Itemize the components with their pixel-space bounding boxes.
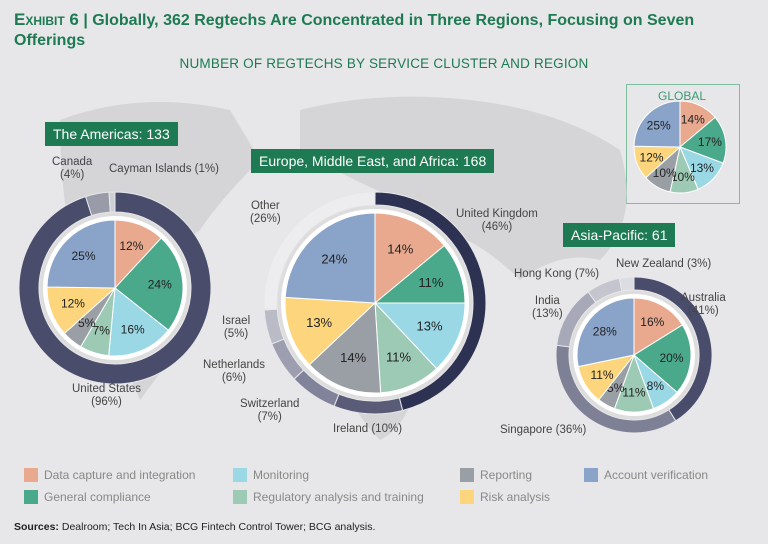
legend-swatch	[460, 468, 474, 482]
country-label: Australia (41%)	[681, 292, 726, 317]
pie-slice-label: 16%	[640, 315, 664, 329]
region-title-emea: Europe, Middle East, and Africa: 168	[251, 149, 495, 173]
sources-label: Sources:	[14, 521, 59, 533]
pie-slice-label: 11%	[418, 275, 443, 290]
legend-label: Regulatory analysis and training	[253, 490, 424, 504]
country-label: Netherlands (6%)	[203, 359, 266, 384]
pie-slice	[284, 212, 376, 304]
country-label: Singapore (36%)	[500, 424, 587, 436]
region-title-apac: Asia-Pacific: 61	[563, 223, 676, 247]
legend-label: Risk analysis	[480, 490, 551, 504]
country-label: Other (26%)	[250, 200, 281, 225]
legend-item: Reporting	[460, 468, 532, 482]
legend-label: Reporting	[480, 468, 533, 482]
country-label: United States (96%)	[72, 383, 142, 408]
pie-slice-label: 20%	[659, 351, 683, 365]
pie-slice-label: 13%	[416, 319, 442, 334]
pie-slice-label: 11%	[590, 368, 613, 382]
pie-slice-label: 25%	[647, 118, 671, 132]
pie-slice	[46, 219, 116, 289]
country-label: India (13%)	[532, 295, 563, 320]
pie-slice-label: 12%	[119, 239, 143, 253]
legend-item: Data capture and integration	[24, 468, 195, 482]
pie-slice	[576, 297, 635, 368]
pie-slice-label: 12%	[640, 151, 664, 165]
pie-slice-label: 17%	[698, 135, 722, 149]
country-ring-segment	[108, 191, 116, 213]
country-label: Israel (5%)	[222, 315, 251, 340]
legend-item: Account verification	[584, 468, 708, 482]
country-label: Ireland (10%)	[333, 423, 403, 435]
pie-slice-label: 7%	[93, 324, 111, 338]
country-ring-segment	[263, 191, 376, 311]
pie-slice-label: 24%	[321, 252, 347, 267]
exhibit-title: Exhibit 6 | Globally, 362 Regtechs Are C…	[14, 10, 754, 51]
pie-slice-label: 14%	[387, 241, 413, 256]
region-title-americas: The Americas: 133	[45, 122, 178, 146]
legend-label: Data capture and integration	[44, 468, 196, 482]
pie-slice-label: 10%	[653, 166, 677, 180]
country-label: New Zealand (3%)	[616, 258, 712, 270]
country-label: Hong Kong (7%)	[514, 268, 600, 280]
chart-subtitle: NUMBER OF REGTECHS BY SERVICE CLUSTER AN…	[179, 56, 589, 71]
pie-slice	[373, 302, 466, 370]
legend-swatch	[460, 490, 474, 504]
pie-slice-label: 12%	[61, 297, 85, 311]
sources-text: Dealroom; Tech In Asia; BCG Fintech Cont…	[61, 521, 376, 533]
country-label: Canada (4%)	[52, 156, 93, 181]
legend-item: Monitoring	[233, 468, 309, 482]
legend-swatch	[24, 490, 38, 504]
legend-label: Account verification	[604, 468, 709, 482]
pie-slice	[114, 237, 184, 331]
sources-note: Sources: Dealroom; Tech In Asia; BCG Fin…	[14, 521, 375, 533]
global-box	[626, 84, 740, 204]
legend-label: General compliance	[44, 490, 151, 504]
pie-slice-label: 11%	[622, 386, 645, 400]
pie-slice-label: 10%	[671, 170, 695, 184]
pie-slice	[108, 287, 170, 357]
pie-slice	[374, 212, 446, 305]
country-ring-segment	[618, 276, 635, 292]
pie-slice	[633, 297, 684, 356]
legend-item: Risk analysis	[460, 490, 550, 504]
country-ring-segment	[18, 191, 212, 385]
exhibit-number: Exhibit 6	[14, 10, 79, 29]
legend-swatch	[233, 468, 247, 482]
legend-swatch	[584, 468, 598, 482]
pie-slice	[679, 116, 727, 164]
pie-slice	[633, 324, 692, 394]
pie-slice	[284, 296, 377, 366]
pie-slice-label: 5%	[78, 316, 96, 330]
pie-slice	[308, 301, 382, 394]
legend-swatch	[233, 490, 247, 504]
legend-item: General compliance	[24, 490, 151, 504]
pie-slice	[633, 100, 681, 148]
country-label: Switzerland (7%)	[240, 398, 300, 423]
pie-slice-label: 14%	[340, 350, 366, 365]
pie-slice-label: 24%	[148, 278, 172, 292]
exhibit-title-text: | Globally, 362 Regtechs Are Concentrate…	[14, 12, 695, 49]
country-label: Cayman Islands (1%)	[109, 163, 219, 175]
legend-swatch	[24, 468, 38, 482]
pie-slice-label: 8%	[647, 379, 665, 393]
legend-label: Monitoring	[253, 468, 310, 482]
pie-slice-label: 14%	[681, 112, 705, 126]
legend-item: Regulatory analysis and training	[233, 490, 424, 504]
country-label: United Kingdom (46%)	[456, 208, 538, 233]
global-title: GLOBAL	[657, 89, 707, 103]
pie-slice-label: 16%	[121, 322, 145, 336]
pie-slice-label: 25%	[71, 249, 95, 263]
pie-slice-label: 11%	[386, 350, 411, 365]
pie-slice-label: 28%	[593, 324, 617, 338]
pie-slice-label: 13%	[690, 161, 714, 175]
pie-slice-label: 13%	[306, 315, 332, 330]
